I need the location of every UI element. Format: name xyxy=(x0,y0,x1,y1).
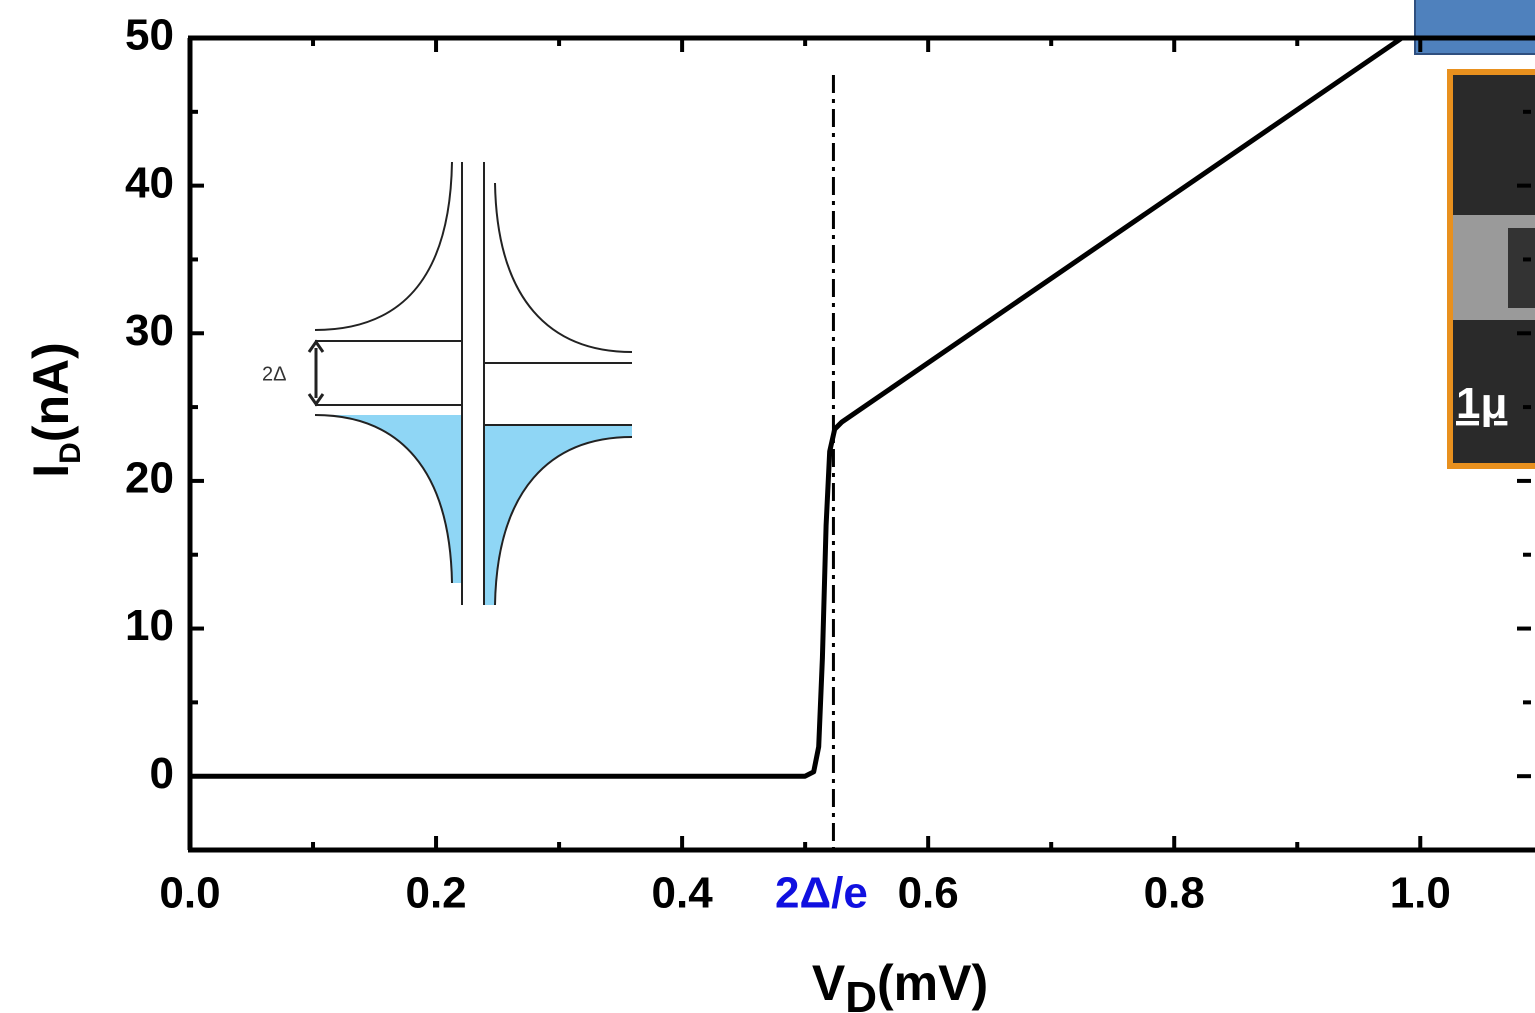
x-axis-label: VD(mV) xyxy=(812,955,988,1013)
x-axis-label-part: (mV) xyxy=(877,955,988,1011)
x-axis-label-part: V xyxy=(812,955,846,1011)
y-axis-label-part: (nA) xyxy=(23,342,79,442)
gap-arrow xyxy=(307,339,325,407)
y-tick-label: 40 xyxy=(125,158,174,207)
filled-states xyxy=(315,415,462,583)
reference-label: 2Δ/e xyxy=(775,869,868,918)
y-axis-label-part: D xyxy=(54,442,87,464)
image-feature xyxy=(1508,228,1535,308)
y-axis-label: ID(nA) xyxy=(23,342,87,478)
plot: 0.0 0.2 0.4 0.6 0.8 1.0010203040502Δ/eVD(mV)I… xyxy=(23,11,1535,1013)
blue-box xyxy=(1414,0,1535,55)
data-line xyxy=(190,35,1404,779)
y-tick-label: 20 xyxy=(125,454,174,503)
x-tick-label: 0.0 xyxy=(159,869,220,918)
dos-curve xyxy=(314,161,453,331)
x-tick-label: 1.0 xyxy=(1390,869,1451,918)
x-axis-label-part: D xyxy=(845,973,877,1013)
filled-states xyxy=(484,425,632,605)
sem-image: 1μ xyxy=(1414,0,1535,469)
y-tick-label: 50 xyxy=(125,11,174,60)
dos-curve xyxy=(494,436,633,606)
dos-inset xyxy=(307,161,633,606)
dos-curve xyxy=(314,414,453,584)
inset-label: 2Δ xyxy=(262,363,286,385)
y-tick-label: 0 xyxy=(150,749,174,798)
x-tick-label: 0.4 xyxy=(652,869,714,918)
y-tick-label: 10 xyxy=(125,601,174,650)
x-tick-label: 0.8 xyxy=(1144,869,1205,918)
x-tick-label: 0.2 xyxy=(405,869,466,918)
scale-bar-label: 1μ xyxy=(1456,379,1507,428)
dos-curve xyxy=(494,182,633,353)
x-tick-label: 0.6 xyxy=(898,869,959,918)
y-tick-label: 30 xyxy=(125,306,174,355)
y-axis-label-part: I xyxy=(23,464,79,478)
